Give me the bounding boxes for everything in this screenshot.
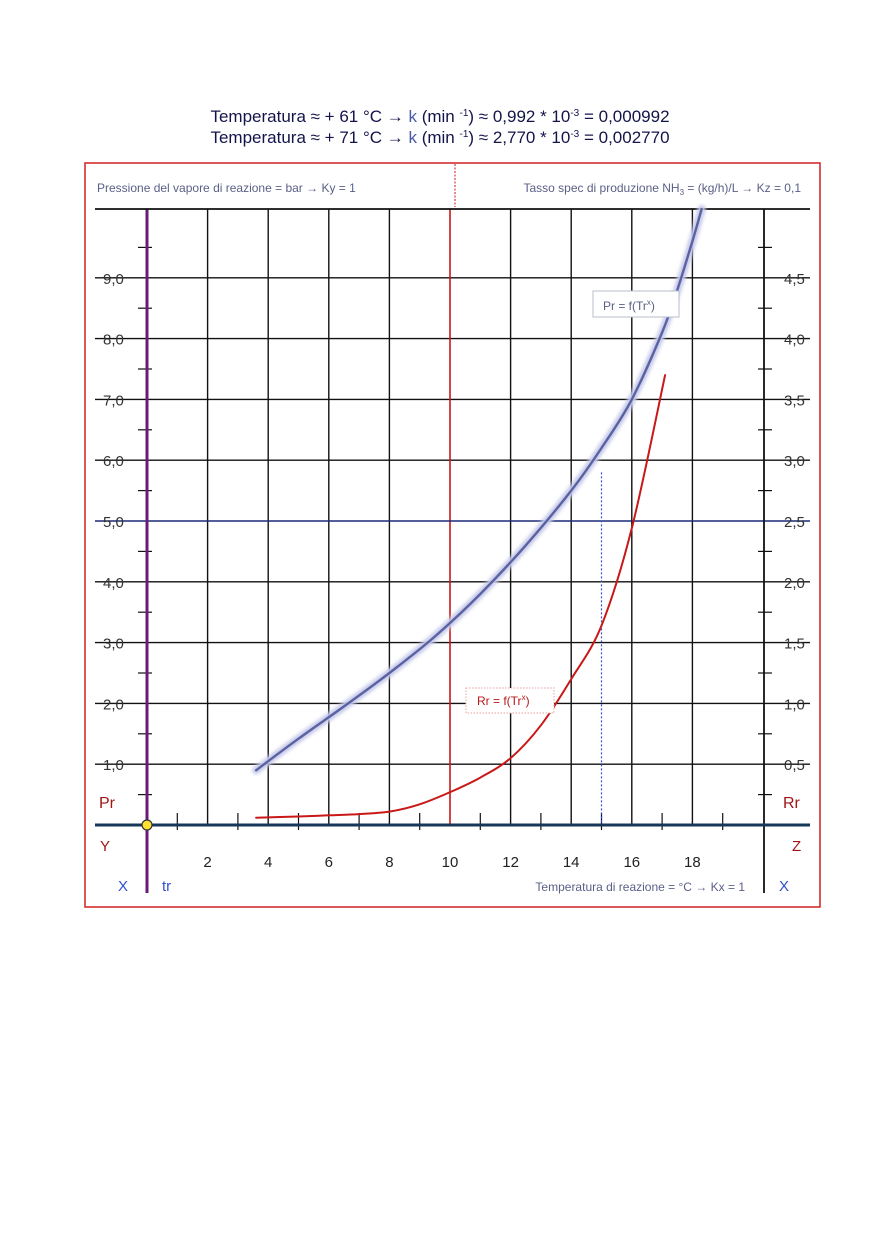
right-tick-label: 1,0: [784, 696, 805, 713]
right-tick-label: 2,5: [784, 514, 805, 531]
header-1-exp1: -1: [459, 108, 469, 119]
bottom-tick-label: 8: [385, 854, 393, 871]
right-axis-tick-marks: [758, 246, 772, 796]
left-axis-caption: Pressione del vapore di reazione = bar →…: [97, 181, 356, 195]
bottom-tick-label: 2: [203, 854, 211, 871]
header-1-prefix: Temperatura ≈ + 61 °C →: [210, 107, 409, 126]
header-2-mid2: ) ≈ 2,770 * 10: [468, 128, 571, 147]
chart-header: Temperatura ≈ + 61 °C → k (min -1) ≈ 0,9…: [0, 106, 880, 148]
header-line-1: Temperatura ≈ + 61 °C → k (min -1) ≈ 0,9…: [0, 106, 880, 127]
header-line-2: Temperatura ≈ + 71 °C → k (min -1) ≈ 2,7…: [0, 127, 880, 148]
header-2-tail: = 0,002770: [579, 128, 670, 147]
left-tick-label: 5,0: [103, 514, 124, 531]
right-axis-caption: Tasso spec di produzione NH3 = (kg/h)/L …: [524, 181, 802, 197]
right-tick-label: 3,0: [784, 453, 805, 470]
bottom-tick-label: 16: [623, 854, 640, 871]
bottom-tick-label: 14: [563, 854, 580, 871]
tr-axis-name: tr: [162, 878, 171, 895]
header-1-exp2: -3: [570, 108, 580, 119]
left-tick-label: 9,0: [103, 271, 124, 288]
header-1-k: k: [408, 107, 417, 126]
header-2-exp1: -1: [459, 129, 469, 140]
right-axis-tick-labels: 0,5 1,0 1,5 2,0 2,5 3,0 3,5 4,0 4,5: [784, 271, 805, 774]
header-2-prefix: Temperatura ≈ + 71 °C →: [210, 128, 409, 147]
header-2-mid: (min: [416, 128, 460, 147]
header-1-mid: (min: [416, 107, 460, 126]
right-tick-label: 4,0: [784, 332, 805, 349]
x-axis-caption: Temperatura di reazione = °C → Kx = 1: [535, 880, 745, 894]
bottom-tick-label: 12: [502, 854, 519, 871]
header-2-exp2: -3: [570, 129, 580, 140]
grid: [95, 209, 810, 825]
right-tick-label: 0,5: [784, 757, 805, 774]
right-tick-label: 3,5: [784, 392, 805, 409]
left-axis-tick-marks: [138, 246, 152, 796]
right-tick-label: 2,0: [784, 575, 805, 592]
header-2-k: k: [408, 128, 417, 147]
z-axis-letter: Z: [792, 838, 801, 855]
left-tick-label: 6,0: [103, 453, 124, 470]
rr-series-label-box: [465, 687, 555, 714]
pr-series-label: Pr = f(Trx): [603, 298, 655, 313]
x-axis-letter-right: X: [779, 878, 789, 895]
bottom-tick-label: 6: [325, 854, 333, 871]
bottom-tick-label: 18: [684, 854, 701, 871]
chart-frame: [84, 162, 821, 908]
left-tick-label: 4,0: [103, 575, 124, 592]
pr-series-label-box: [592, 290, 680, 318]
origin-marker: [141, 819, 153, 831]
rr-curve: [255, 374, 667, 819]
left-tick-label: 8,0: [103, 332, 124, 349]
header-1-mid2: ) ≈ 0,992 * 10: [468, 107, 571, 126]
rr-axis-name: Rr: [783, 795, 801, 812]
bottom-axis-tick-labels: 2 4 6 8 10 12 14 16 18: [203, 854, 700, 871]
right-tick-label: 1,5: [784, 636, 805, 653]
left-tick-label: 7,0: [103, 392, 124, 409]
left-axis-tick-labels: 1,0 2,0 3,0 4,0 5,0 6,0 7,0 8,0 9,0: [103, 271, 124, 774]
bottom-tick-label: 4: [264, 854, 272, 871]
x-axis-letter-left: X: [118, 878, 128, 895]
right-tick-label: 4,5: [784, 271, 805, 288]
left-tick-label: 2,0: [103, 696, 124, 713]
pr-axis-name: Pr: [99, 795, 116, 812]
rr-series-label: Rr = f(Trx): [477, 693, 530, 708]
y-axis-letter: Y: [100, 838, 110, 855]
left-tick-label: 1,0: [103, 757, 124, 774]
header-1-tail: = 0,000992: [579, 107, 670, 126]
left-tick-label: 3,0: [103, 636, 124, 653]
bottom-tick-label: 10: [442, 854, 459, 871]
